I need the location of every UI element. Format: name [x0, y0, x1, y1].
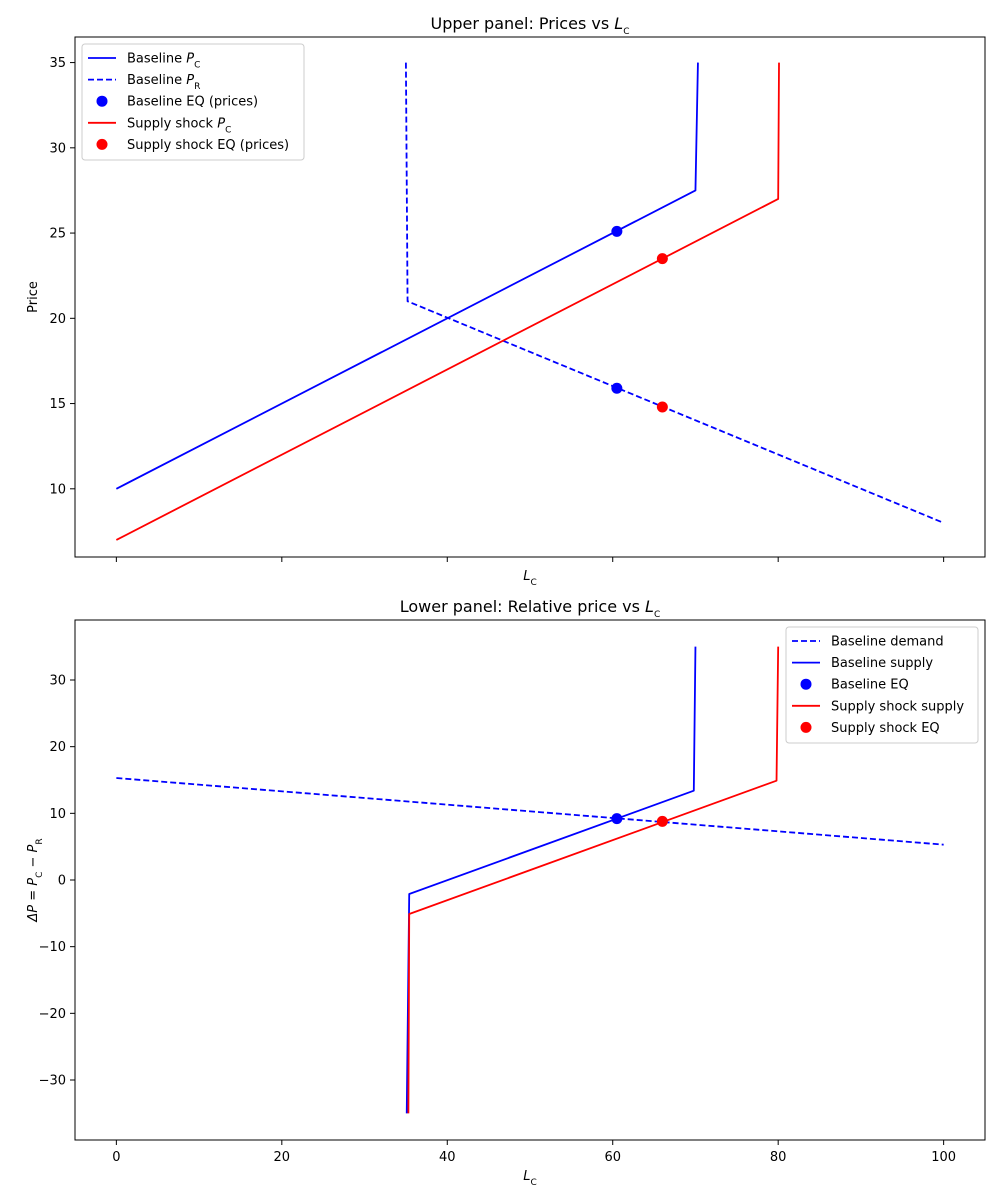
y-tick-label: 35: [49, 56, 66, 71]
y-tick-label: 20: [49, 740, 66, 755]
panel-lower: Lower panel: Relative price vs LC 0 20 40 60…: [26, 597, 986, 1188]
point-baseline-eq-prices-: [611, 225, 623, 237]
x-tick-label: 40: [439, 1150, 456, 1165]
x-tick-label: 60: [604, 1150, 621, 1165]
series-group: [116, 646, 944, 1114]
x-axis-label: LC: [523, 569, 537, 588]
line-baseline-p-c: [115, 62, 699, 490]
x-tick-label: 100: [931, 1150, 956, 1165]
point-supply-shock-eq-prices-: [656, 401, 668, 413]
legend: Baseline demand Baseline supply Baseline E…: [785, 626, 979, 744]
legend-box: [81, 43, 305, 161]
point-baseline-eq: [611, 813, 623, 825]
chart-title: Lower panel: Relative price vs LC: [400, 597, 661, 620]
legend-label-supply-shock-eq-prices-: Supply shock EQ (prices): [127, 138, 289, 153]
y-axis-label: Price: [26, 281, 41, 313]
legend-label-baseline-p-c: Baseline PC: [127, 52, 200, 71]
plot-frame: [74, 619, 986, 1141]
legend-marker-supply-shock-eq: [800, 721, 812, 733]
legend-label-supply-shock-eq: Supply shock EQ: [831, 721, 940, 736]
legend-marker-supply-shock-eq-prices-: [96, 138, 108, 150]
line-baseline-supply: [405, 646, 697, 1114]
point-baseline-eq-prices-: [611, 382, 623, 394]
legend-label-supply-shock-p-c: Supply shock PC: [127, 116, 231, 135]
x-tick-label: 0: [112, 1150, 120, 1165]
y-tick-label: 30: [49, 141, 66, 156]
y-tick-label: 10: [49, 807, 66, 822]
legend-marker-baseline-eq: [800, 678, 812, 690]
line-baseline-demand: [116, 777, 944, 846]
y-tick-label: 0: [58, 874, 66, 889]
legend: Baseline PC Baseline PR Baseline EQ (price…: [81, 43, 305, 161]
y-tick-label: −10: [39, 940, 66, 955]
legend-marker-baseline-eq-prices-: [96, 95, 108, 107]
point-supply-shock-eq: [656, 815, 668, 827]
plot-frame: [74, 36, 986, 558]
y-axis-label: ΔP = PC − PR: [26, 838, 45, 922]
y-tick-label: 20: [49, 312, 66, 327]
panel-upper: Upper panel: Prices vs LC 10 15 20 25 30 35 LC P…: [26, 14, 986, 588]
line-supply-shock-supply: [407, 646, 780, 1114]
y-tick-label: −20: [39, 1007, 66, 1022]
y-tick-label: 10: [49, 482, 66, 497]
legend-label-baseline-demand: Baseline demand: [831, 635, 944, 650]
x-tick-label: 80: [770, 1150, 787, 1165]
legend-label-supply-shock-supply: Supply shock supply: [831, 699, 964, 714]
y-tick-label: 15: [49, 397, 66, 412]
legend-box: [785, 626, 979, 744]
x-tick-label: 20: [274, 1150, 291, 1165]
chart-title: Upper panel: Prices vs LC: [431, 14, 630, 37]
line-supply-shock-p-c: [115, 62, 780, 541]
legend-label-baseline-eq: Baseline EQ: [831, 678, 909, 693]
legend-label-baseline-p-r: Baseline PR: [127, 73, 200, 92]
y-tick-label: 30: [49, 674, 66, 689]
y-tick-label: 25: [49, 227, 66, 242]
y-tick-label: −30: [39, 1074, 66, 1089]
x-axis-label: LC: [523, 1169, 537, 1188]
point-supply-shock-eq-prices-: [656, 253, 668, 265]
line-baseline-p-r: [405, 62, 944, 524]
series-group: [115, 62, 944, 541]
legend-label-baseline-supply: Baseline supply: [831, 656, 933, 671]
legend-label-baseline-eq-prices-: Baseline EQ (prices): [127, 95, 258, 110]
